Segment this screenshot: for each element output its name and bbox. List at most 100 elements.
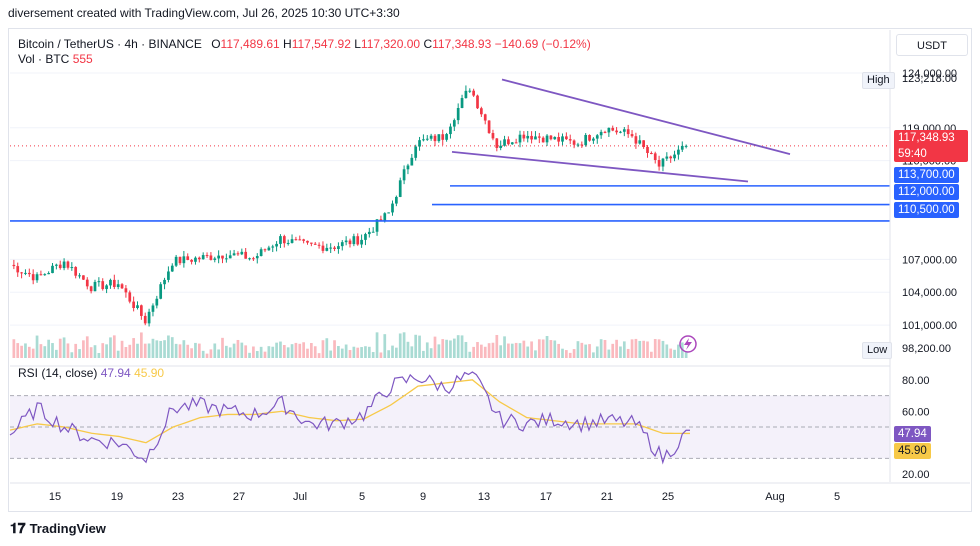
- candle-body: [510, 142, 514, 145]
- rsi-legend[interactable]: RSI (14, close) 47.94 45.90: [18, 366, 164, 380]
- candle-body: [182, 256, 186, 264]
- price-tick-label: 104,000.00: [902, 287, 957, 299]
- volume-bar: [74, 343, 78, 358]
- volume-bar: [557, 343, 560, 358]
- volume-bar: [47, 339, 50, 358]
- volume-bar: [491, 342, 495, 358]
- volume-bar: [375, 332, 379, 358]
- volume-bar: [576, 341, 580, 358]
- candle-body: [62, 261, 66, 269]
- ohlc-change: −140.69 (−0.12%): [494, 37, 591, 51]
- candle-body: [232, 253, 236, 256]
- volume-bar: [383, 334, 387, 358]
- candle-body: [677, 149, 680, 155]
- candle-body: [526, 135, 530, 139]
- volume-bar: [58, 338, 62, 358]
- grid: [10, 72, 890, 326]
- volume-bar: [684, 351, 688, 358]
- rsi-ma-value: 45.90: [134, 366, 165, 380]
- candle-body: [58, 264, 62, 269]
- candle-body: [344, 240, 348, 243]
- volume-bar: [31, 348, 35, 358]
- volume-bar: [182, 340, 186, 358]
- candle-body: [155, 298, 159, 306]
- time-tick-label: 15: [49, 491, 61, 503]
- price-tick-label: 124,000.00: [902, 68, 957, 80]
- volume-bar: [248, 352, 251, 358]
- volume-bar: [657, 339, 661, 358]
- candle-body: [124, 288, 128, 293]
- volume-bar: [530, 341, 533, 358]
- candle-body: [468, 90, 472, 92]
- volume-bar: [232, 343, 236, 358]
- candle-body: [143, 315, 147, 324]
- volume-bar: [541, 339, 545, 358]
- candle-body: [16, 266, 20, 273]
- volume-bar: [677, 344, 680, 358]
- candle-body: [190, 259, 193, 262]
- trend-lines: [451, 78, 791, 353]
- volume-legend[interactable]: Vol · BTC 555: [18, 52, 93, 66]
- volume-bar: [344, 344, 348, 358]
- volume-bar: [333, 340, 336, 358]
- volume-bar: [263, 351, 267, 358]
- volume-bar: [642, 340, 645, 358]
- candle-body: [665, 156, 669, 159]
- volume-bar: [495, 334, 499, 358]
- symbol-legend[interactable]: Bitcoin / TetherUS · 4h · BINANCE O117,4…: [18, 36, 591, 52]
- volume-bar: [599, 339, 603, 358]
- candle-body: [534, 136, 537, 140]
- volume-bar: [159, 340, 163, 358]
- candle-body: [43, 274, 47, 276]
- volume-bar: [170, 337, 174, 358]
- volume-bar: [367, 346, 371, 358]
- volume-bar: [201, 350, 205, 358]
- volume-bar: [302, 342, 305, 358]
- volume-bar: [213, 343, 217, 358]
- candles: [12, 85, 688, 327]
- volume-bar: [356, 347, 360, 358]
- candle-body: [657, 160, 661, 167]
- volume-bar: [379, 352, 383, 358]
- candle-body: [279, 236, 282, 244]
- time-tick-label: 13: [478, 491, 490, 503]
- candle-body: [132, 301, 135, 309]
- volume-bar: [12, 339, 16, 358]
- candle-body: [642, 140, 645, 148]
- volume-bar: [669, 348, 673, 358]
- candle-body: [375, 219, 379, 232]
- volume-bar: [27, 346, 31, 358]
- volume-bar: [259, 346, 263, 358]
- tradingview-logo[interactable]: 𝟏𝟕 TradingView: [10, 520, 106, 537]
- volume-bar: [630, 339, 634, 358]
- volume-bar: [526, 346, 530, 358]
- candle-body: [530, 135, 533, 140]
- volume-bar: [661, 340, 665, 358]
- candle-body: [588, 134, 591, 141]
- candle-body: [572, 140, 576, 145]
- candle-body: [240, 251, 244, 255]
- volume-bar: [414, 334, 418, 358]
- volume-bar: [24, 343, 27, 358]
- candle-body: [286, 242, 290, 244]
- candle-body: [213, 258, 217, 260]
- currency-button[interactable]: USDT: [896, 34, 968, 56]
- rsi-ma-tag: 45.90: [894, 443, 931, 459]
- candle-body: [491, 133, 495, 139]
- volume-bar: [476, 342, 479, 358]
- candle-body: [650, 153, 653, 155]
- volume-bar: [603, 339, 607, 358]
- price-tick-label: 107,000.00: [902, 254, 957, 266]
- candle-body: [425, 138, 429, 140]
- brand-name: TradingView: [29, 521, 106, 536]
- volume-bar: [537, 339, 541, 358]
- volume-bar: [402, 332, 406, 358]
- volume-bar: [298, 343, 302, 358]
- volume-bar: [140, 332, 143, 358]
- candle-body: [607, 127, 611, 133]
- candle-body: [518, 134, 522, 143]
- candle-body: [480, 108, 483, 115]
- ohlc-open: 117,489.61: [220, 37, 280, 51]
- volume-bar: [650, 351, 653, 358]
